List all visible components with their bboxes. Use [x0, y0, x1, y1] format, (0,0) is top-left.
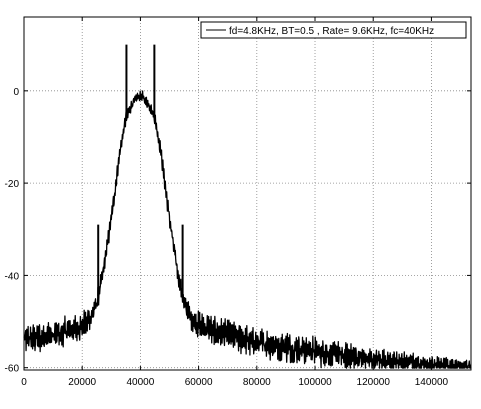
legend: fd=4.8KHz, BT=0.5 , Rate= 9.6KHz, fc=40K…	[201, 22, 466, 38]
y-tick-label: -40	[5, 271, 20, 282]
legend-entry-label: fd=4.8KHz, BT=0.5 , Rate= 9.6KHz, fc=40K…	[229, 26, 434, 37]
x-tick-label: 40000	[127, 377, 155, 388]
y-tick-label: -20	[5, 179, 20, 190]
y-tick-label: 0	[13, 87, 19, 98]
x-tick-label: 120000	[357, 377, 391, 388]
x-tick-label: 80000	[243, 377, 271, 388]
x-tick-label: 20000	[68, 377, 96, 388]
x-tick-label: 0	[21, 377, 27, 388]
x-tick-label: 140000	[415, 377, 449, 388]
x-tick-label: 60000	[185, 377, 213, 388]
y-tick-label: -60	[5, 364, 20, 375]
x-tick-label: 100000	[298, 377, 332, 388]
